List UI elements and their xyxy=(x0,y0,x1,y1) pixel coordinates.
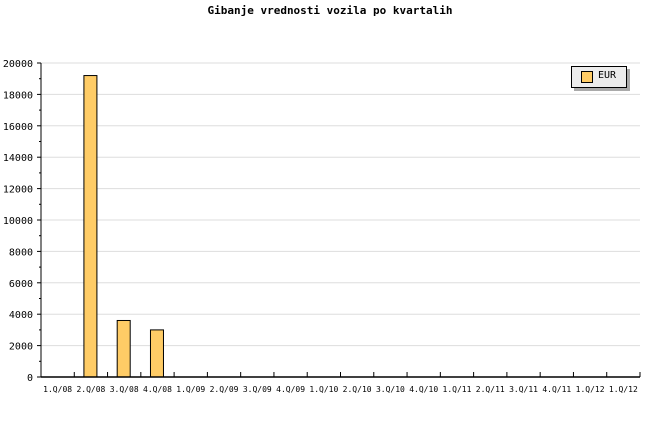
x-tick-label: 1.Q/12 xyxy=(609,385,638,394)
y-tick-label: 8000 xyxy=(9,247,33,258)
x-tick-label: 3.Q/08 xyxy=(110,385,139,394)
x-tick-label: 3.Q/11 xyxy=(509,385,538,394)
bar xyxy=(149,329,164,378)
x-tick-label: 4.Q/08 xyxy=(143,385,172,394)
y-tick-label: 14000 xyxy=(3,153,33,164)
y-tick-label: 20000 xyxy=(3,59,33,70)
x-tick-label: 1.Q/09 xyxy=(176,385,205,394)
x-tick-label: 1.Q/10 xyxy=(309,385,338,394)
y-tick-label: 18000 xyxy=(3,90,33,101)
x-tick-label: 2.Q/08 xyxy=(76,385,105,394)
legend: EUR xyxy=(571,66,627,88)
x-tick-label: 1.Q/12 xyxy=(576,385,605,394)
x-tick-label: 4.Q/11 xyxy=(542,385,571,394)
x-tick-label: 4.Q/09 xyxy=(276,385,305,394)
legend-swatch xyxy=(581,71,593,83)
bar xyxy=(83,75,98,378)
x-tick-label: 2.Q/10 xyxy=(343,385,372,394)
bar xyxy=(116,319,131,378)
x-tick-label: 3.Q/09 xyxy=(243,385,272,394)
legend-label: EUR xyxy=(598,70,617,81)
y-tick-label: 12000 xyxy=(3,185,33,196)
x-tick-label: 2.Q/09 xyxy=(210,385,239,394)
y-tick-label: 2000 xyxy=(9,342,33,353)
x-tick-label: 1.Q/08 xyxy=(43,385,72,394)
x-tick-label: 3.Q/10 xyxy=(376,385,405,394)
chart-title: Gibanje vrednosti vozila po kvartalih xyxy=(207,4,453,17)
y-tick-label: 10000 xyxy=(3,216,33,227)
y-tick-label: 0 xyxy=(27,373,33,384)
y-tick-label: 16000 xyxy=(3,122,33,133)
x-tick-label: 2.Q/11 xyxy=(476,385,505,394)
x-tick-label: 4.Q/10 xyxy=(409,385,438,394)
y-tick-label: 6000 xyxy=(9,279,33,290)
x-tick-label: 1.Q/11 xyxy=(443,385,472,394)
y-tick-label: 4000 xyxy=(9,310,33,321)
